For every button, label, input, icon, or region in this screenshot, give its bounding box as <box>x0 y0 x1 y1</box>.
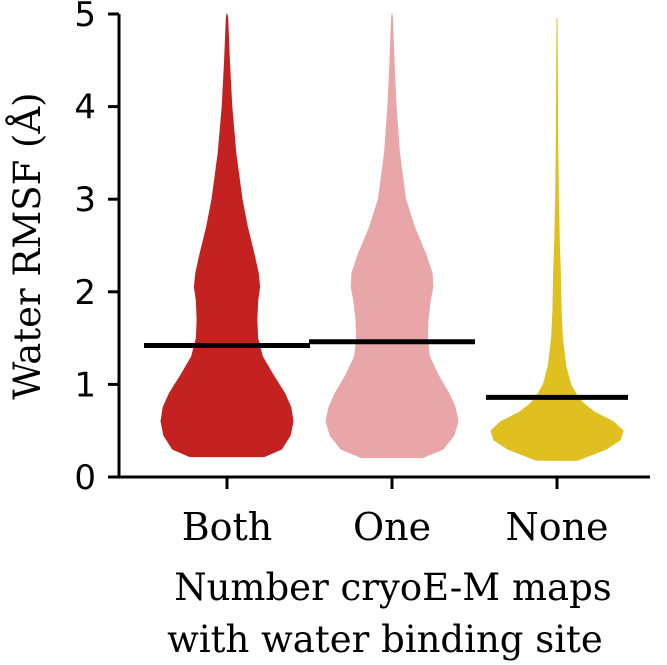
violin-none <box>490 18 624 461</box>
y-axis-label: Water RMSF (Å) <box>5 92 49 399</box>
y-tick-group: 0 1 2 3 4 5 <box>74 0 119 498</box>
y-tick-label: 0 <box>74 458 96 498</box>
violin-one <box>325 13 459 459</box>
y-tick-label: 1 <box>74 365 96 405</box>
y-tick-label: 5 <box>74 0 96 35</box>
x-tick-label-both: Both <box>182 505 273 549</box>
violin-both <box>160 13 294 458</box>
x-axis-label-line2: with water binding site <box>167 618 603 661</box>
y-tick-label: 4 <box>74 88 96 128</box>
x-tick-group: Both One None <box>182 477 609 549</box>
y-tick-label: 3 <box>74 180 96 220</box>
x-axis-label-line1: Number cryoE-M maps <box>174 566 612 609</box>
x-tick-label-none: None <box>505 505 608 549</box>
violin-group <box>144 13 628 461</box>
x-tick-label-one: One <box>353 505 431 549</box>
y-tick-label: 2 <box>74 273 96 313</box>
